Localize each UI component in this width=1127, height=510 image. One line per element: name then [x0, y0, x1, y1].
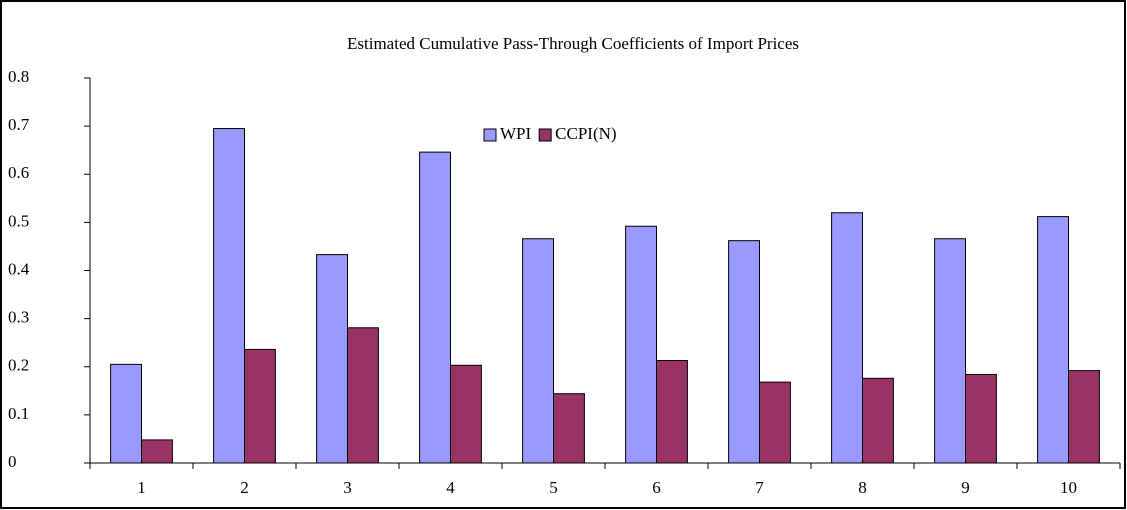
bar [934, 238, 966, 464]
legend-label: WPI [500, 124, 532, 143]
x-tick-label: 4 [446, 478, 455, 497]
bar [347, 327, 379, 464]
y-tick-label: 0.2 [8, 356, 29, 375]
y-tick-label: 0.4 [8, 259, 30, 278]
bar [625, 225, 657, 464]
bar [141, 439, 173, 464]
legend-swatch [483, 128, 497, 142]
bar [656, 359, 688, 464]
x-tick-label: 6 [652, 478, 661, 497]
bar [213, 128, 246, 464]
y-tick-label: 0.3 [8, 308, 29, 327]
bar [419, 151, 452, 464]
bar [759, 381, 791, 464]
legend-swatch [538, 128, 552, 142]
bar [110, 363, 142, 464]
x-tick-label: 1 [137, 478, 146, 497]
bar [244, 348, 276, 464]
bar [862, 377, 894, 464]
bar [1068, 370, 1100, 464]
x-tick-label: 3 [343, 478, 352, 497]
bar [316, 254, 349, 464]
x-tick-label: 7 [755, 478, 764, 497]
bar [728, 240, 760, 464]
bar [965, 373, 997, 464]
bar [831, 212, 863, 464]
x-tick-label: 9 [961, 478, 970, 497]
x-tick-label: 8 [858, 478, 867, 497]
y-tick-label: 0.6 [8, 163, 29, 182]
y-tick-label: 0.8 [8, 67, 29, 86]
x-tick-label: 10 [1060, 478, 1077, 497]
legend-label: CCPI(N) [555, 124, 616, 143]
y-tick-label: 0.7 [8, 115, 30, 134]
x-tick-label: 5 [549, 478, 558, 497]
bar [553, 393, 585, 464]
bar [1037, 216, 1069, 464]
bar [522, 238, 554, 464]
y-tick-label: 0.5 [8, 211, 29, 230]
chart-title: Estimated Cumulative Pass-Through Coeffi… [347, 34, 799, 53]
x-tick-label: 2 [240, 478, 249, 497]
y-tick-label: 0.1 [8, 404, 29, 423]
bar [450, 364, 482, 464]
y-tick-label: 0 [8, 452, 17, 471]
